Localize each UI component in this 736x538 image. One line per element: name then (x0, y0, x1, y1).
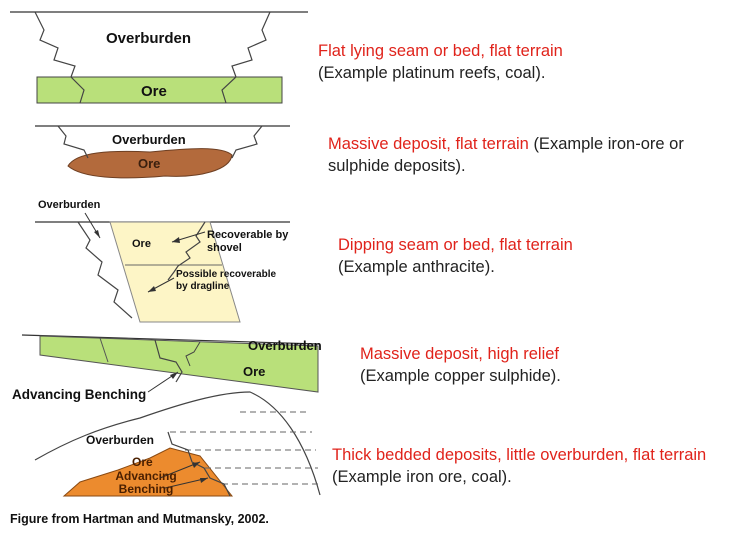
dragline-label: Possible recoverable by dragline (176, 269, 277, 292)
description-3-title: Dipping seam or bed, flat terrain (338, 236, 573, 254)
overburden-label-4: Overburden (248, 338, 322, 353)
diagram-high-relief (21, 334, 319, 393)
ore-slab (39, 335, 319, 393)
bench-steps (167, 431, 231, 497)
diagram-massive-deposit (35, 125, 290, 179)
shovel-label: Recoverable by shovel (207, 229, 289, 254)
description-1: Flat lying seam or bed, flat terrain (Ex… (318, 40, 718, 84)
diagram-flat-seam (10, 11, 308, 104)
hill-surface (34, 391, 321, 496)
pit-wall-right (221, 11, 271, 104)
advancing-benching-title: Advancing Benching (12, 387, 147, 402)
ore-layer (36, 76, 283, 104)
overburden-label-1: Overburden (106, 30, 192, 47)
overburden-label-2: Overburden (112, 132, 186, 147)
diagram-thick-bedded (34, 391, 321, 497)
bench-cut (154, 339, 183, 383)
pit-wall-left (57, 125, 89, 159)
ore-label-2: Ore (138, 156, 161, 171)
description-4-example: (Example copper sulphide). (360, 367, 561, 385)
description-4-title: Massive deposit, high relief (360, 345, 560, 363)
description-3-example: (Example anthracite). (338, 258, 495, 276)
description-1-example: (Example platinum reefs, coal). (318, 64, 546, 82)
description-2-title: Massive deposit, flat terrain (328, 135, 529, 153)
description-5-example: (Example iron ore, coal). (332, 468, 512, 486)
description-3: Dipping seam or bed, flat terrain (Examp… (338, 234, 728, 278)
pit-wall-left (34, 11, 85, 104)
pit-wall-left (77, 221, 133, 319)
figure-caption: Figure from Hartman and Mutmansky, 2002. (10, 512, 269, 526)
description-2: Massive deposit, flat terrain (Example i… (328, 133, 728, 177)
pit-wall-right (231, 125, 263, 159)
dipping-ore (109, 221, 241, 323)
benching-label-5: Advancing Benching (115, 469, 177, 496)
description-1-title: Flat lying seam or bed, flat terrain (318, 42, 563, 60)
ore-body (67, 148, 233, 179)
description-4: Massive deposit, high relief (Example co… (360, 343, 730, 387)
ore-label-4: Ore (243, 364, 266, 379)
description-5: Thick bedded deposits, little overburden… (332, 444, 732, 488)
description-2-example: (Example iron-ore or sulphide deposits). (328, 135, 684, 175)
ore-label-1: Ore (141, 83, 167, 100)
diagram-dipping-seam (35, 212, 290, 323)
description-5-title: Thick bedded deposits, little overburden… (332, 446, 707, 464)
pit-wall-right (167, 221, 206, 281)
ore-label-3: Ore (132, 238, 151, 250)
overburden-label-5: Overburden (86, 433, 155, 447)
overburden-label-3: Overburden (38, 199, 101, 211)
ore-label-5: Ore (132, 455, 153, 469)
